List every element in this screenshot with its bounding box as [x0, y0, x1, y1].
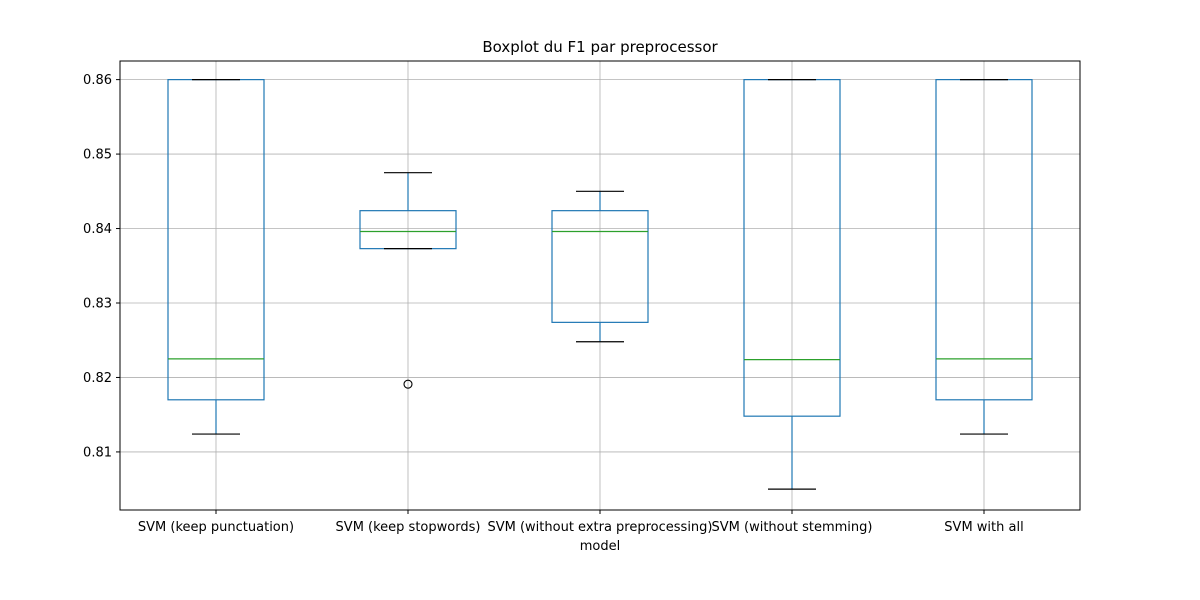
- x-tick-label: SVM with all: [944, 520, 1023, 535]
- y-tick-label: 0.83: [83, 296, 112, 311]
- box-layer: [167, 79, 1033, 490]
- box-group: [743, 79, 841, 490]
- box-group: [935, 79, 1033, 435]
- y-tick-label: 0.85: [83, 148, 112, 163]
- grid-layer: [120, 61, 1080, 510]
- box-body: [551, 210, 649, 323]
- box-group: [551, 190, 649, 343]
- box-group: [359, 172, 457, 389]
- x-tick-label: SVM (keep punctuation): [138, 520, 294, 535]
- x-tick-label: SVM (without extra preprocessing): [487, 520, 712, 535]
- y-tick-label: 0.86: [83, 73, 112, 88]
- box-group: [167, 79, 265, 435]
- tick-layer: 0.81 0.82 0.83 0.84 0.85 0.86 SVM (keep punctu…: [83, 73, 1024, 535]
- outlier-point: [403, 379, 413, 389]
- y-tick-label: 0.84: [83, 222, 112, 237]
- y-tick-label: 0.82: [83, 371, 112, 386]
- x-tick-label: SVM (keep stopwords): [336, 520, 481, 535]
- y-tick-label: 0.81: [83, 445, 112, 460]
- x-tick-label: SVM (without stemming): [712, 520, 873, 535]
- chart-title: Boxplot du F1 par preprocessor: [482, 38, 718, 56]
- x-axis-title: model: [580, 539, 620, 554]
